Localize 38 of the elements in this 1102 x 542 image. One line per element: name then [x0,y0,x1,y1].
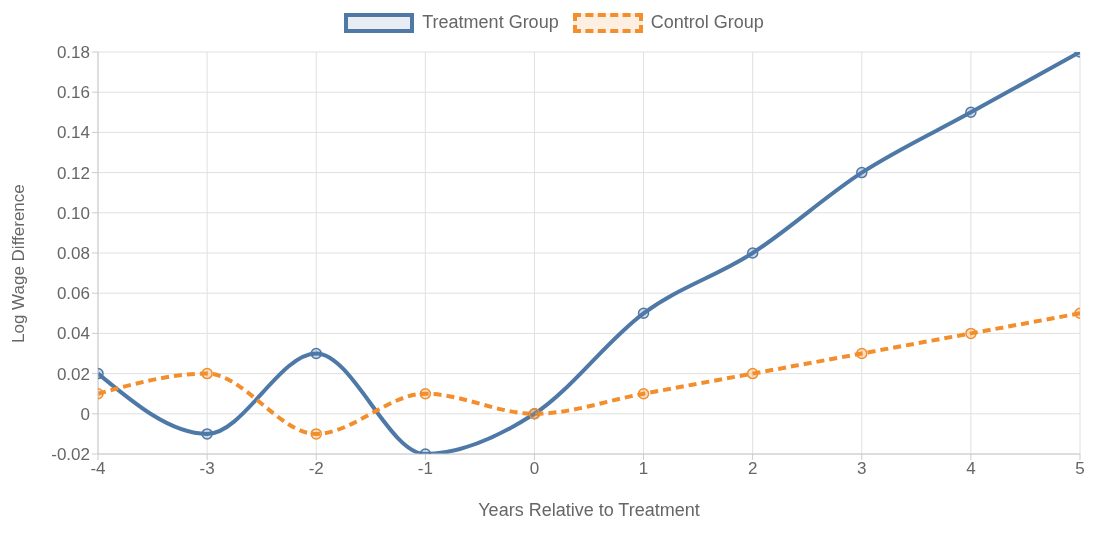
point [856,347,868,360]
point [201,428,213,440]
point [746,367,759,380]
x-tick-label: 3 [857,459,867,479]
y-tick-label: 0.18 [56,43,90,63]
y-tick-label: 0.10 [56,203,90,223]
x-tick-label: 5 [1075,459,1085,479]
y-tick-label: 0 [80,404,90,424]
x-tick-label: 4 [966,459,976,479]
point [310,428,322,440]
legend-label: Treatment Group [421,12,559,33]
y-tick-label: 0.08 [56,244,90,264]
x-tick-label: 1 [638,459,649,479]
x-tick-label: -3 [199,459,215,479]
x-tick-label: -1 [417,459,433,479]
x-tick-label: -2 [308,459,324,479]
legend-label: Control Group [649,12,764,33]
x-tick-label: -4 [90,459,106,479]
y-tick-label: 0.12 [56,163,90,183]
point [856,166,868,179]
y-tick-label: 0.06 [56,284,90,304]
x-tick-label: 0 [529,459,540,479]
y-axis-title: Log Wage Difference [9,184,29,343]
point [310,347,322,360]
y-tick-label: 0.16 [56,83,90,103]
y-tick-label: 0.14 [56,123,90,143]
point [201,367,213,380]
y-tick-label: 0.02 [56,364,90,384]
point [965,327,977,340]
x-axis-title: Years Relative to Treatment [478,500,700,520]
y-tick-label: -0.02 [51,445,90,465]
point [419,387,432,400]
point [637,307,650,320]
x-tick-label: 2 [747,459,758,479]
point [965,106,977,119]
y-tick-label: 0.04 [56,324,90,344]
point [637,387,650,400]
point [746,247,759,259]
